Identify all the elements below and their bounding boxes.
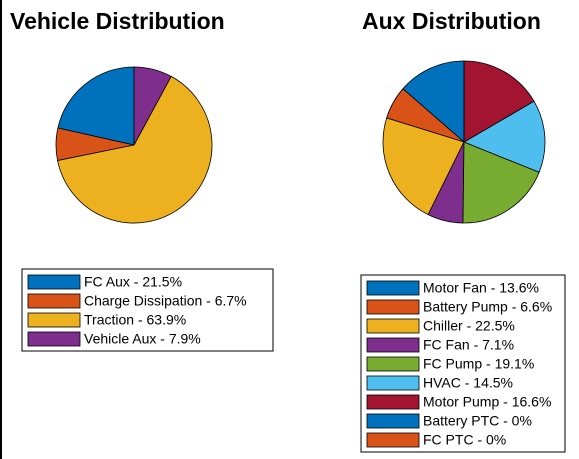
- legend-swatch: [366, 337, 420, 353]
- legend-swatch: [366, 299, 420, 315]
- legend-label: FC Fan - 7.1%: [423, 337, 514, 353]
- pie-slice: [57, 75, 213, 224]
- pie-slice: [382, 117, 465, 216]
- legend-label: Motor Pump - 16.6%: [423, 394, 551, 410]
- legend-swatch: [366, 413, 420, 429]
- pie-slice: [463, 60, 535, 143]
- legend-label: HVAC - 14.5%: [423, 375, 513, 391]
- legend-swatch: [366, 356, 420, 372]
- legend-label: Traction - 63.9%: [84, 312, 186, 328]
- pie-slice: [463, 100, 546, 173]
- legend-label: Vehicle Aux - 7.9%: [84, 331, 201, 347]
- chart-title: Aux Distribution: [362, 8, 541, 34]
- legend-swatch: [27, 312, 81, 328]
- pie-slice: [57, 66, 135, 146]
- legend-swatch: [27, 274, 81, 290]
- legend-label: Charge Dissipation - 6.7%: [84, 293, 247, 309]
- legend-swatch: [366, 375, 420, 391]
- pie-slice: [402, 60, 465, 143]
- legend-swatch: [366, 318, 420, 334]
- pie-slice: [133, 66, 172, 146]
- legend-swatch: [366, 432, 420, 448]
- legend-label: Chiller - 22.5%: [423, 318, 515, 334]
- legend-label: Motor Fan - 13.6%: [423, 280, 539, 296]
- legend-swatch: [27, 293, 81, 309]
- legend-swatch: [366, 394, 420, 410]
- legend-label: Battery PTC - 0%: [423, 413, 532, 429]
- legend-swatch: [366, 280, 420, 296]
- chart-title: Vehicle Distribution: [10, 8, 225, 34]
- legend-label: FC Aux - 21.5%: [84, 274, 182, 290]
- pie-slice: [462, 141, 540, 224]
- legend-swatch: [27, 331, 81, 347]
- legend-label: FC Pump - 19.1%: [423, 356, 534, 372]
- legend-label: Battery Pump - 6.6%: [423, 299, 552, 315]
- legend-label: FC PTC - 0%: [423, 432, 506, 448]
